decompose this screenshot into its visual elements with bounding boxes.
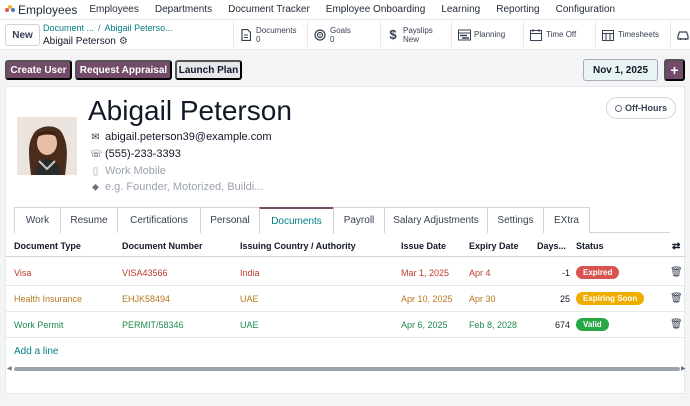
col-expiry-date[interactable]: Expiry Date: [469, 241, 519, 251]
status-dot-icon: [615, 104, 622, 112]
form-tabs: Work Resume Certifications Personal Docu…: [14, 207, 670, 234]
col-days[interactable]: Days...: [537, 241, 567, 251]
tab-documents[interactable]: Documents: [259, 207, 334, 234]
scroll-right-icon[interactable]: ▶: [681, 366, 686, 372]
menu-configuration[interactable]: Configuration: [555, 4, 616, 15]
gear-icon[interactable]: ⚙: [118, 36, 128, 47]
create-user-button[interactable]: Create User: [5, 60, 72, 80]
presence-status: Off-Hours: [606, 97, 676, 119]
smart-button-payslips[interactable]: $ Payslips New: [380, 22, 452, 47]
smart-button-goals[interactable]: Goals 0: [307, 22, 379, 47]
planning-icon: [458, 29, 471, 41]
trash-icon[interactable]: 🗑: [670, 319, 683, 330]
control-panel: New Document ... / Abigail Peterso... Abig…: [0, 20, 690, 50]
employee-avatar[interactable]: [17, 117, 77, 175]
phone-icon: ☏: [90, 148, 103, 160]
email-field[interactable]: ✉ abigail.peterson39@example.com: [91, 131, 272, 143]
app-brand[interactable]: Employees: [5, 3, 77, 17]
launch-plan-button[interactable]: Launch Plan: [175, 60, 242, 80]
date-button[interactable]: Nov 1, 2025: [583, 59, 658, 81]
tab-personal[interactable]: Personal: [200, 207, 260, 233]
document-icon: [240, 28, 252, 41]
trash-icon[interactable]: 🗑: [670, 293, 683, 304]
menu-employee-onboarding[interactable]: Employee Onboarding: [325, 4, 426, 15]
breadcrumb-document-tracker[interactable]: Document ...: [43, 23, 95, 33]
col-document-number[interactable]: Document Number: [122, 241, 203, 251]
trash-icon[interactable]: 🗑: [670, 267, 683, 278]
col-document-type[interactable]: Document Type: [14, 241, 81, 251]
goals-icon: [314, 28, 326, 41]
timesheet-icon: [602, 29, 614, 41]
new-button[interactable]: New: [5, 24, 40, 46]
smart-button-time-off[interactable]: Time Off: [523, 22, 595, 47]
tab-settings[interactable]: Settings: [487, 207, 544, 233]
smart-button-timesheets[interactable]: Timesheets: [595, 22, 670, 47]
action-bar: Create User Request Appraisal Launch Pla…: [0, 50, 690, 86]
breadcrumb-current: Abigail Peterson ⚙: [43, 36, 128, 47]
tab-resume[interactable]: Resume: [60, 207, 118, 233]
menu-learning[interactable]: Learning: [441, 4, 481, 15]
status-badge: Expired: [576, 266, 620, 279]
tab-extra[interactable]: EXtra: [543, 207, 590, 233]
app-name: Employees: [18, 2, 78, 17]
request-appraisal-button[interactable]: Request Appraisal: [75, 60, 172, 80]
col-status[interactable]: Status: [576, 241, 604, 251]
add-line-link[interactable]: Add a line: [14, 346, 59, 357]
table-row[interactable]: Health Insurance EHJK58494 UAE Apr 10, 2…: [6, 286, 686, 312]
scroll-left-icon[interactable]: ◀: [7, 366, 12, 372]
table-row[interactable]: Visa VISA43566 India Mar 1, 2025 Apr 4 -…: [6, 260, 686, 286]
menu-departments[interactable]: Departments: [154, 4, 213, 15]
employee-name[interactable]: Abigail Peterson: [88, 95, 292, 126]
col-issuing-country[interactable]: Issuing Country / Authority: [240, 241, 356, 251]
tab-certifications[interactable]: Certifications: [117, 207, 201, 233]
menu-document-tracker[interactable]: Document Tracker: [228, 4, 310, 15]
smart-button-fleet[interactable]: [670, 22, 690, 47]
tags-icon: ⬥: [92, 181, 99, 193]
status-badge: Valid: [576, 318, 609, 331]
horizontal-scrollbar[interactable]: [14, 367, 680, 371]
tab-payroll[interactable]: Payroll: [333, 207, 385, 233]
smart-button-documents[interactable]: Documents 0: [233, 22, 309, 47]
phone-field[interactable]: ☏ (555)-233-3393: [90, 148, 181, 160]
top-navbar: Employees Employees Departments Document…: [0, 0, 690, 20]
menu-reporting[interactable]: Reporting: [496, 4, 540, 15]
tags-field[interactable]: ⬥ e.g. Founder, Motorized, Buildi...: [92, 181, 264, 193]
mobile-icon: ▯: [92, 165, 99, 177]
breadcrumb: Document ... / Abigail Peterso...: [43, 23, 173, 33]
smart-button-planning[interactable]: Planning: [451, 22, 523, 47]
table-header: Document Type Document Number Issuing Co…: [6, 237, 686, 257]
add-button[interactable]: +: [664, 59, 685, 81]
dollar-icon: $: [389, 26, 397, 42]
table-row[interactable]: Work Permit PERMIT/58346 UAE Apr 6, 2025…: [6, 312, 686, 338]
column-settings-icon[interactable]: ⇄: [672, 241, 681, 252]
envelope-icon: ✉: [91, 131, 100, 143]
menu-employees[interactable]: Employees: [89, 4, 139, 15]
car-icon: [677, 29, 689, 41]
calendar-icon: [530, 28, 542, 41]
breadcrumb-employee[interactable]: Abigail Peterso...: [104, 23, 173, 33]
col-issue-date[interactable]: Issue Date: [401, 241, 447, 251]
mobile-field[interactable]: ▯ Work Mobile: [90, 165, 166, 177]
employee-form-sheet: Abigail Peterson Off-Hours ✉ abigail.pet…: [5, 86, 686, 394]
employees-app-icon: [5, 4, 15, 15]
status-badge: Expiring Soon: [576, 292, 645, 305]
tab-salary-adjustments[interactable]: Salary Adjustments: [384, 207, 488, 233]
tab-work[interactable]: Work: [14, 207, 61, 233]
